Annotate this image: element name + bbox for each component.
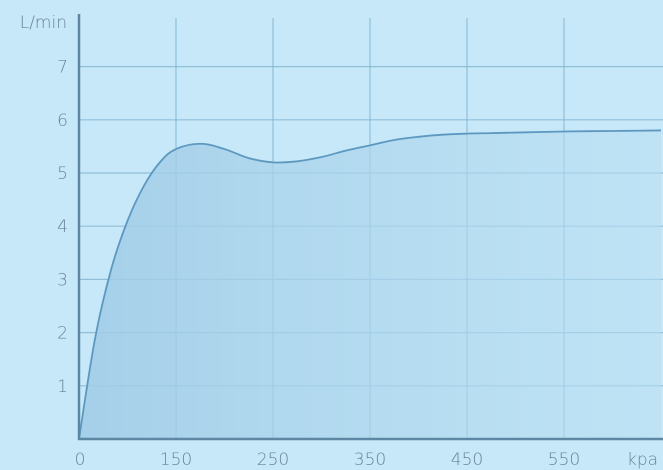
y-tick-label-5: 5 (57, 164, 68, 184)
x-tick-label-0: 0 (75, 450, 86, 470)
y-tick-label-2: 2 (57, 324, 68, 344)
x-tick-label-350: 350 (354, 450, 386, 470)
y-tick-label-4: 4 (57, 217, 68, 237)
y-tick-label-7: 7 (57, 58, 68, 78)
series-area (79, 130, 661, 439)
x-tick-label-150: 150 (160, 450, 192, 470)
series-line (78, 129, 662, 440)
y-tick-label-6: 6 (57, 111, 68, 131)
y-tick-label-1: 1 (57, 377, 68, 397)
y-tick-label-3: 3 (57, 270, 68, 290)
x-tick-label-250: 250 (257, 450, 289, 470)
x-tick-label-550: 550 (548, 450, 580, 470)
x-tick-label-450: 450 (451, 450, 483, 470)
x-axis-label: kpa (627, 450, 658, 470)
y-axis-label: L/min (20, 13, 67, 33)
